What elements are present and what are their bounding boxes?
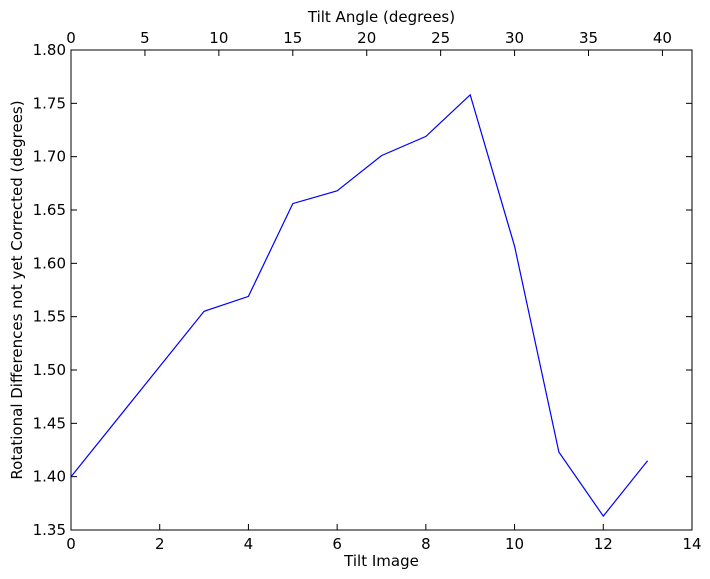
top-x-tick-label: 35 — [579, 29, 598, 47]
plot-area — [70, 49, 693, 531]
x-tick-label: 10 — [505, 535, 524, 553]
series-group — [70, 93, 649, 518]
y-tick-label: 1.65 — [33, 201, 66, 219]
y-tick-label: 1.75 — [33, 94, 66, 112]
y-tick-label: 1.50 — [33, 361, 66, 379]
top-x-tick-label: 15 — [283, 29, 302, 47]
ticks-group — [70, 49, 693, 531]
tick-labels-group: 0 2 4 6 8 10 12 14 0 5 10 15 20 25 30 35 40 1.35 1.40 1.45 1… — [33, 29, 702, 553]
y-tick-label: 1.60 — [33, 254, 66, 272]
top-x-tick-label: 25 — [431, 29, 450, 47]
x-tick-label: 8 — [421, 535, 431, 553]
y-tick-label: 1.70 — [33, 148, 66, 166]
x-tick-label: 2 — [155, 535, 165, 553]
x-tick-label: 6 — [332, 535, 342, 553]
top-x-axis-title: Tilt Angle (degrees) — [307, 8, 455, 26]
top-x-tick-label: 10 — [209, 29, 228, 47]
plot-frame — [70, 49, 693, 531]
series-line — [70, 93, 649, 518]
x-tick-label: 14 — [682, 535, 701, 553]
y-tick-label: 1.45 — [33, 414, 66, 432]
top-x-tick-label: 5 — [140, 29, 150, 47]
y-tick-label: 1.55 — [33, 308, 66, 326]
x-tick-label: 4 — [244, 535, 254, 553]
x-tick-label: 12 — [594, 535, 613, 553]
y-tick-label: 1.35 — [33, 521, 66, 539]
top-x-tick-label: 30 — [505, 29, 524, 47]
top-x-tick-label: 20 — [357, 29, 376, 47]
x-tick-label: 0 — [66, 535, 76, 553]
y-tick-label: 1.80 — [33, 41, 66, 59]
top-x-tick-label: 0 — [66, 29, 76, 47]
top-x-tick-label: 40 — [653, 29, 672, 47]
y-axis-title: Rotational Differences not yet Corrected… — [8, 100, 26, 479]
x-axis-title: Tilt Image — [343, 552, 419, 570]
y-tick-label: 1.40 — [33, 468, 66, 486]
